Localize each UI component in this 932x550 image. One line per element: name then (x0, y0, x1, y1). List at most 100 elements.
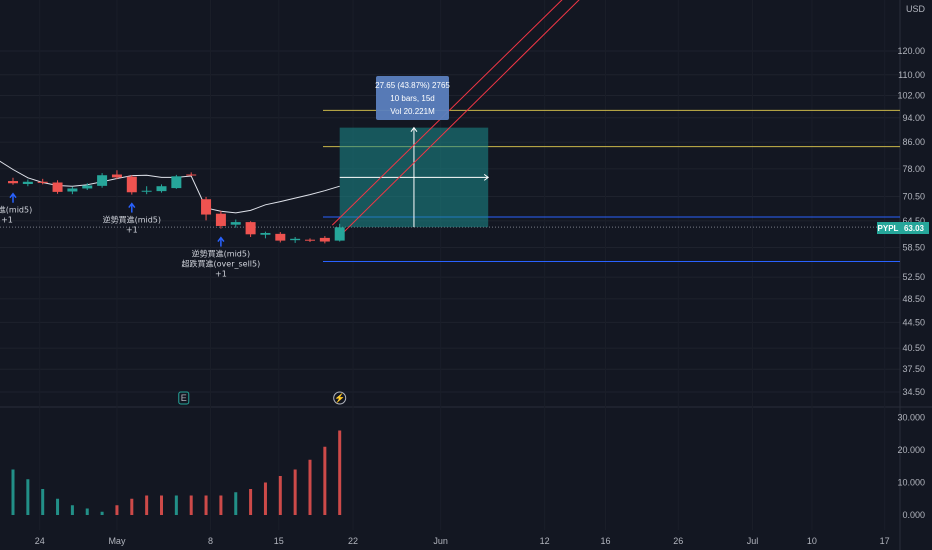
price-tick-label: 70.50 (902, 192, 925, 202)
volume-bar (263, 482, 267, 515)
price-tick-label: 64.50 (902, 216, 925, 226)
candle-body[interactable] (245, 222, 256, 235)
candle-body[interactable] (82, 185, 93, 189)
price-tag-value: 63.03 (904, 224, 925, 233)
volume-bar (219, 495, 223, 515)
tooltip-box (376, 76, 449, 120)
candles[interactable] (8, 170, 345, 244)
candle-body[interactable] (171, 176, 182, 189)
candle-body[interactable] (111, 174, 122, 178)
measure-tooltip: 27.65 (43.87%) 2765 10 bars, 15d Vol 20.… (375, 76, 450, 120)
candle-body[interactable] (52, 182, 63, 192)
volume-axis: 30.000 20.000 10.000 0.000 (897, 413, 925, 521)
price-tick-label: 52.50 (902, 272, 925, 282)
candle-body[interactable] (22, 181, 33, 184)
candle-body[interactable] (186, 174, 197, 176)
event-glyph: ⚡ (334, 392, 345, 404)
signal-arrow-head (217, 236, 225, 243)
candle-body[interactable] (67, 188, 78, 192)
candle-body[interactable] (275, 233, 286, 241)
price-tick-label: 37.50 (902, 364, 925, 374)
candle-body[interactable] (141, 190, 152, 192)
volume-bar (41, 489, 45, 515)
candle-body[interactable] (126, 176, 137, 193)
candle-body[interactable] (37, 181, 48, 183)
earnings-icon[interactable] (178, 391, 190, 405)
volume-bar (115, 505, 119, 515)
signal-label: +1 (126, 226, 138, 235)
signal-label: 超跌買進(over_sell5) (182, 259, 261, 269)
signal-annotations: 勢買進(mid5)+1逆勢買進(mid5)+1逆勢買進(mid5)超跌買進(ov… (0, 192, 261, 279)
trend-line[interactable] (331, 0, 607, 226)
signal-label: +1 (215, 270, 227, 279)
candle-body[interactable] (290, 238, 301, 241)
measure-box[interactable] (339, 126, 490, 228)
time-tick-label[interactable]: 16 (601, 536, 611, 546)
time-tick-label[interactable]: Jul (747, 536, 759, 546)
time-axis[interactable]: 24 May 8 15 22 Jun 12 16 26 Jul 10 17 (35, 536, 890, 546)
time-tick-label[interactable]: Jun (433, 536, 448, 546)
candle-body[interactable] (260, 232, 271, 235)
symbol-price-tag: PYPL 63.03 (877, 222, 929, 234)
time-tick-label[interactable]: 8 (208, 536, 213, 546)
price-tick-label: 102.00 (897, 90, 925, 100)
volume-tick-label: 10.000 (897, 478, 925, 488)
candle-body[interactable] (201, 199, 212, 215)
candle-body[interactable] (305, 239, 315, 241)
candle-body[interactable] (8, 181, 18, 184)
candle-body[interactable] (215, 213, 226, 226)
signal-label: 逆勢買進(mid5) (103, 215, 161, 225)
time-tick-label[interactable]: 26 (673, 536, 683, 546)
price-axis[interactable]: USD 120.00 110.00 102.00 94.00 86.00 78.00 70.… (897, 4, 925, 397)
volume-bar (234, 492, 238, 515)
trend-line[interactable] (339, 0, 607, 237)
candle-body[interactable] (230, 222, 241, 225)
volume-bar (100, 511, 104, 515)
currency-label: USD (906, 4, 926, 14)
volume-bar (308, 459, 312, 515)
signal-arrow-head (128, 202, 136, 209)
price-tick-label: 34.50 (902, 387, 925, 397)
price-tick-label: 86.00 (902, 137, 925, 147)
candle-body[interactable] (334, 227, 345, 241)
volume-bar (70, 505, 74, 515)
tooltip-line-2: 10 bars, 15d (390, 94, 434, 103)
time-tick-label[interactable]: 10 (807, 536, 817, 546)
price-tag-bg (899, 222, 929, 234)
trend-lines[interactable] (331, 0, 607, 237)
candle-body[interactable] (156, 186, 167, 192)
signal-label: 逆勢買進(mid5) (192, 249, 250, 259)
price-tick-label: 120.00 (897, 46, 925, 56)
volume-tick-label: 20.000 (897, 445, 925, 455)
measure-arrow-head-up (410, 126, 418, 132)
signal-label: +1 (1, 216, 13, 225)
tooltip-line-3: Vol 20.221M (390, 107, 435, 116)
symbol-tag-symbol: PYPL (878, 224, 899, 233)
time-tick-label[interactable]: 22 (348, 536, 358, 546)
volume-bar (56, 498, 60, 515)
measure-arrow-head-right (483, 173, 490, 181)
volume-bar (278, 476, 282, 515)
price-tick-label: 44.50 (902, 317, 925, 327)
volume-bar (145, 495, 149, 515)
volume-bar (323, 446, 327, 515)
event-markers[interactable]: E ⚡ (178, 391, 347, 405)
time-tick-label[interactable]: May (108, 536, 126, 546)
volume-bar (189, 495, 193, 515)
volume-bar (174, 495, 178, 515)
time-tick-label[interactable]: 24 (35, 536, 45, 546)
tooltip-line-1: 27.65 (43.87%) 2765 (375, 81, 450, 90)
volume-bar (26, 479, 30, 515)
time-tick-label[interactable]: 12 (540, 536, 550, 546)
price-tick-label: 48.50 (902, 294, 925, 304)
candle-body[interactable] (97, 175, 108, 186)
time-tick-label[interactable]: 17 (880, 536, 890, 546)
candle-body[interactable] (319, 237, 330, 242)
volume-bar (160, 495, 163, 515)
dividend-icon[interactable] (333, 391, 347, 405)
volume-bar (338, 430, 342, 515)
volume-bar (249, 489, 253, 515)
time-tick-label[interactable]: 15 (274, 536, 284, 546)
